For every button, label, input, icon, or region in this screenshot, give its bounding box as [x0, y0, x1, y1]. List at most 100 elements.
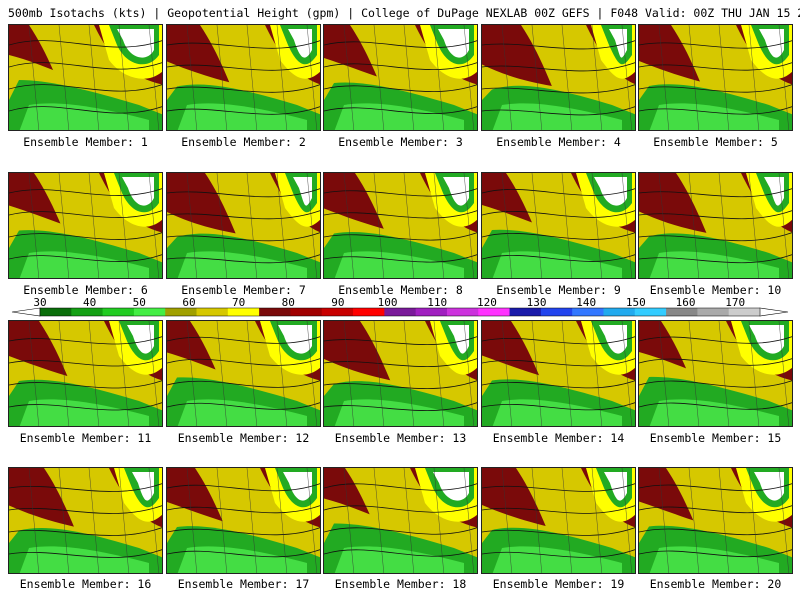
colorbar: 30 40 50 60 70 80 90 100 110 120 130 140 150 160 170	[11, 296, 789, 317]
ensemble-member-map-19	[481, 467, 636, 574]
colorbar-tick-label: 150	[626, 296, 646, 309]
ensemble-member-label: Ensemble Member: 1	[23, 135, 148, 149]
colorbar-tick-label: 30	[33, 296, 46, 309]
ensemble-member-label: Ensemble Member: 20	[649, 577, 782, 591]
ensemble-member-map-2	[166, 24, 321, 131]
colorbar-tick-label: 60	[182, 296, 195, 309]
ensemble-member-label: Ensemble Member: 13	[334, 431, 467, 445]
ensemble-member-map-6	[8, 172, 163, 279]
colorbar-tick-label: 80	[282, 296, 295, 309]
forecast-map	[324, 173, 477, 278]
colorbar-segment	[133, 308, 166, 316]
ensemble-member-label: Ensemble Member: 10	[649, 283, 782, 297]
colorbar-segment	[290, 308, 323, 316]
colorbar-left-arrow	[11, 307, 41, 317]
ensemble-member-label: Ensemble Member: 18	[334, 577, 467, 591]
forecast-map	[482, 321, 635, 426]
ensemble-member-label: Ensemble Member: 9	[496, 283, 621, 297]
colorbar-segment	[165, 308, 198, 316]
colorbar-segment	[384, 308, 417, 316]
ensemble-member-label: Ensemble Member: 12	[177, 431, 310, 445]
ensemble-member-label: Ensemble Member: 2	[181, 135, 306, 149]
forecast-map	[324, 468, 477, 573]
colorbar-tick-label: 40	[83, 296, 96, 309]
ensemble-member-map-11	[8, 320, 163, 427]
colorbar-segment	[478, 308, 511, 316]
ensemble-member-map-20	[638, 467, 793, 574]
colorbar-segment	[509, 308, 542, 316]
ensemble-member-map-16	[8, 467, 163, 574]
colorbar-tick-label: 160	[676, 296, 696, 309]
colorbar-segment	[40, 308, 72, 316]
colorbar-tick-label: 130	[527, 296, 547, 309]
colorbar-segment	[259, 308, 291, 316]
forecast-map	[639, 173, 792, 278]
colorbar-segment	[227, 308, 260, 316]
colorbar-segment	[196, 308, 229, 316]
ensemble-member-map-13	[323, 320, 478, 427]
ensemble-member-label: Ensemble Member: 17	[177, 577, 310, 591]
ensemble-member-map-9	[481, 172, 636, 279]
colorbar-tick-label: 120	[477, 296, 497, 309]
ensemble-member-map-4	[481, 24, 636, 131]
colorbar-segment	[697, 308, 730, 316]
colorbar-segment	[446, 308, 479, 316]
colorbar-tick-label: 100	[378, 296, 398, 309]
forecast-map	[639, 321, 792, 426]
colorbar-segment	[572, 308, 604, 316]
ensemble-member-label: Ensemble Member: 11	[19, 431, 152, 445]
colorbar-tick-label: 70	[232, 296, 245, 309]
colorbar-segment	[728, 308, 761, 316]
ensemble-member-map-7	[166, 172, 321, 279]
forecast-map	[9, 468, 162, 573]
ensemble-member-label: Ensemble Member: 19	[492, 577, 625, 591]
ensemble-member-map-10	[638, 172, 793, 279]
ensemble-member-label: Ensemble Member: 3	[338, 135, 463, 149]
colorbar-segment	[415, 308, 448, 316]
forecast-map	[167, 321, 320, 426]
ensemble-member-map-5	[638, 24, 793, 131]
colorbar-tick-label: 170	[725, 296, 745, 309]
ensemble-member-label: Ensemble Member: 14	[492, 431, 625, 445]
ensemble-member-map-8	[323, 172, 478, 279]
ensemble-member-label: Ensemble Member: 5	[653, 135, 778, 149]
forecast-map	[482, 468, 635, 573]
colorbar-right-arrow	[759, 307, 789, 317]
colorbar-segment	[666, 308, 698, 316]
forecast-map	[482, 173, 635, 278]
ensemble-member-map-17	[166, 467, 321, 574]
forecast-map	[639, 468, 792, 573]
forecast-map	[9, 321, 162, 426]
ensemble-member-map-12	[166, 320, 321, 427]
forecast-map	[167, 25, 320, 130]
forecast-map	[9, 25, 162, 130]
colorbar-segment	[634, 308, 667, 316]
forecast-map	[324, 25, 477, 130]
forecast-map	[639, 25, 792, 130]
forecast-map	[167, 468, 320, 573]
colorbar-segment	[71, 308, 104, 316]
ensemble-member-map-3	[323, 24, 478, 131]
colorbar-tick-label: 140	[576, 296, 596, 309]
colorbar-tick-label: 50	[133, 296, 146, 309]
ensemble-member-label: Ensemble Member: 4	[496, 135, 621, 149]
colorbar-segment	[540, 308, 573, 316]
ensemble-member-map-14	[481, 320, 636, 427]
ensemble-member-label: Ensemble Member: 16	[19, 577, 152, 591]
colorbar-tick-label: 110	[427, 296, 447, 309]
forecast-map	[324, 321, 477, 426]
ensemble-member-map-15	[638, 320, 793, 427]
forecast-map	[482, 25, 635, 130]
ensemble-member-label: Ensemble Member: 15	[649, 431, 782, 445]
forecast-map	[167, 173, 320, 278]
colorbar-tick-label: 90	[331, 296, 344, 309]
colorbar-segment	[603, 308, 636, 316]
colorbar-segment	[353, 308, 385, 316]
colorbar-segment	[102, 308, 135, 316]
colorbar-segment	[321, 308, 354, 316]
page-title: 500mb Isotachs (kts) | Geopotential Heig…	[8, 6, 800, 20]
ensemble-member-map-1	[8, 24, 163, 131]
ensemble-member-label: Ensemble Member: 6	[23, 283, 148, 297]
ensemble-member-label: Ensemble Member: 8	[338, 283, 463, 297]
ensemble-member-map-18	[323, 467, 478, 574]
